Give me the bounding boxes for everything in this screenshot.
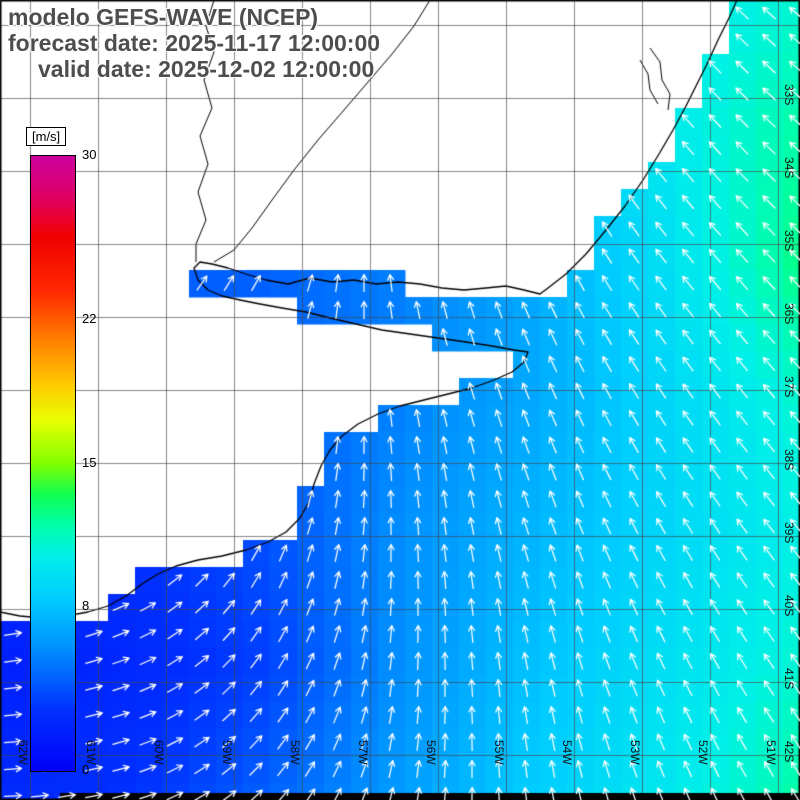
map-canvas: [0, 0, 800, 800]
wave-model-chart: 33S 34S 35S 36S 37S 38S 39S 40S 41S 42S 62W 61W 60W 5…: [0, 0, 800, 800]
